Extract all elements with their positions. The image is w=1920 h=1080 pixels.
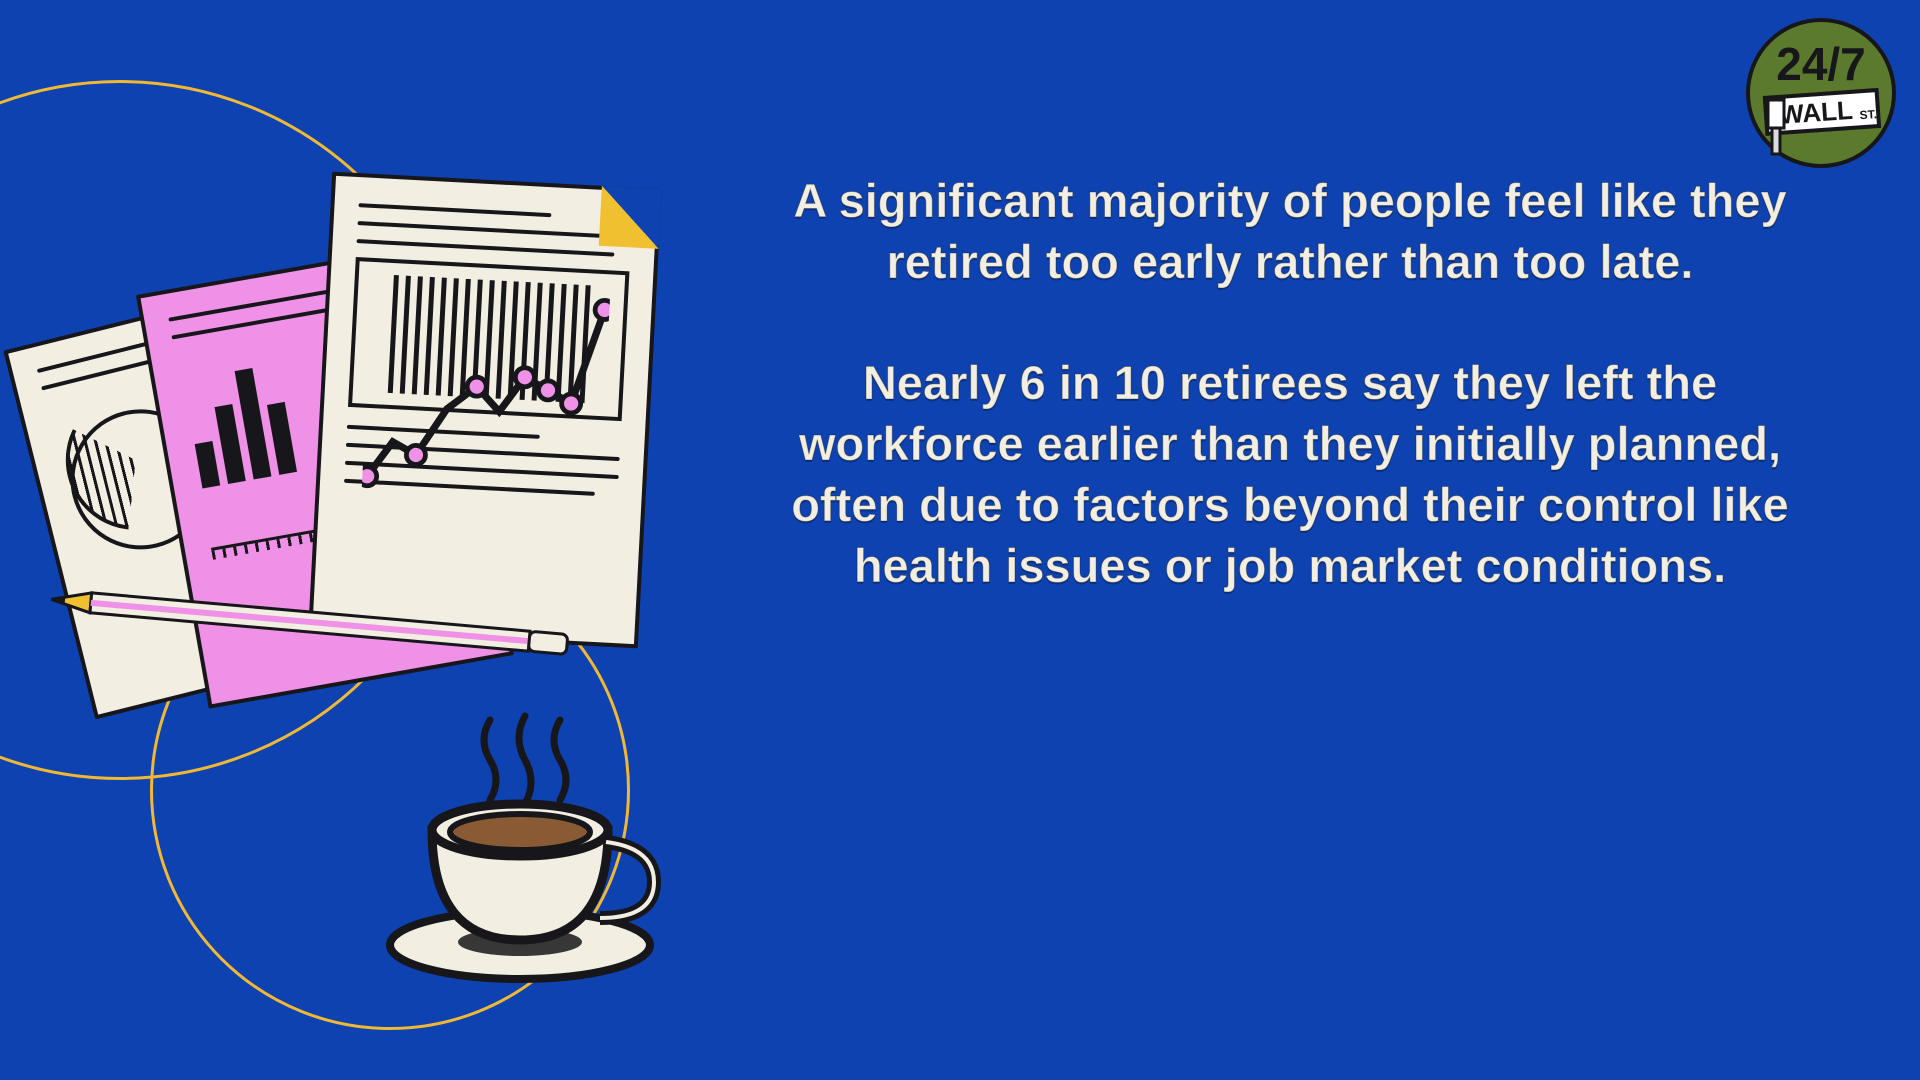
- coffee-cup-icon: [370, 710, 670, 990]
- logo-top-text: 24/7: [1776, 38, 1866, 90]
- body-text: A significant majority of people feel li…: [760, 170, 1820, 597]
- reports-illustration: [40, 150, 760, 1000]
- logo-sign-main: WALL: [1778, 95, 1854, 130]
- paragraph-2: Nearly 6 in 10 retirees say they left th…: [760, 352, 1820, 596]
- logo-sign-suffix: ST.: [1859, 107, 1877, 122]
- brand-logo: 24/7 WALL ST.: [1746, 18, 1896, 168]
- paper-linechart: [308, 172, 662, 649]
- paragraph-1: A significant majority of people feel li…: [760, 170, 1820, 292]
- page-dogear-icon: [599, 186, 662, 249]
- line-chart-icon: [348, 257, 629, 421]
